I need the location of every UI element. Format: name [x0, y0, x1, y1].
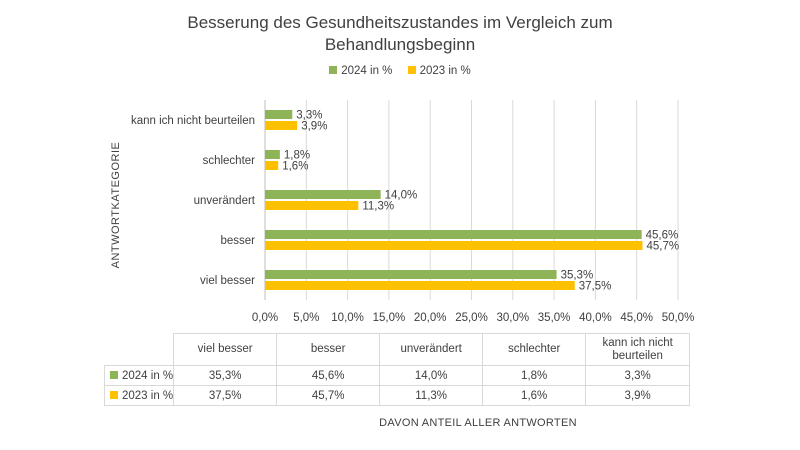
- data-label: 3,9%: [301, 121, 327, 133]
- category-label: viel besser: [200, 275, 255, 287]
- data-label: 35,3%: [561, 270, 594, 282]
- bar-2024: [265, 270, 557, 279]
- bar-2023: [265, 241, 643, 250]
- bar-2024: [265, 190, 381, 199]
- table-series-name: 2024 in %: [122, 369, 174, 382]
- x-tick-label: 40,0%: [579, 312, 612, 324]
- table-cell: 14,0%: [379, 365, 484, 386]
- data-label: 37,5%: [579, 281, 612, 293]
- legend-item-2024: 2024 in %: [329, 65, 392, 77]
- data-table: viel besser besser unverändert schlechte…: [103, 333, 691, 406]
- chart-title-line-2: Behandlungsbeginn: [324, 35, 476, 54]
- table-header-text: viel besser: [197, 343, 253, 355]
- bar-chart: 0,0% 5,0% 10,0% 15,0% 20,0% 25,0% 30,0% 35,0% 40…: [131, 100, 695, 324]
- table-header-cell: kann ich nicht beurteilen: [585, 333, 691, 366]
- x-tick-label: 45,0%: [620, 312, 653, 324]
- table-series-label-2024: 2024 in %: [103, 365, 175, 386]
- table-header-text: schlechter: [507, 343, 561, 355]
- table-header-row: viel besser besser unverändert schlechte…: [104, 333, 691, 366]
- data-label: 1,8%: [284, 150, 310, 162]
- bar-2023: [265, 161, 279, 170]
- table-cell: 37,5%: [173, 385, 278, 406]
- table-series-name: 2023 in %: [122, 389, 174, 402]
- x-tick-label: 35,0%: [538, 312, 571, 324]
- table-row-2024: 2024 in % 35,3% 45,6% 14,0% 1,8% 3,3%: [103, 365, 691, 386]
- chart-title-line-1: Besserung des Gesundheitszustandes im Ve…: [187, 13, 613, 32]
- x-tick-label: 10,0%: [331, 312, 364, 324]
- legend-swatch-2024: [329, 66, 338, 74]
- table-header-cell: unverändert: [379, 333, 484, 366]
- x-tick-label: 30,0%: [496, 312, 529, 324]
- table-cell: 45,6%: [276, 365, 381, 386]
- bar-2023: [265, 281, 575, 290]
- category-label: unverändert: [194, 195, 256, 207]
- data-label: 45,6%: [646, 230, 679, 242]
- legend-label-2023: 2023 in %: [419, 65, 471, 77]
- legend-item-2023: 2023 in %: [407, 65, 471, 77]
- category-label: kann ich nicht beurteilen: [131, 115, 255, 127]
- x-tick-label: 15,0%: [373, 312, 406, 324]
- legend: 2024 in % 2023 in %: [0, 65, 800, 77]
- table-header-text: besser: [310, 343, 346, 355]
- table-header-cell: viel besser: [173, 333, 278, 366]
- table-cell: 11,3%: [379, 385, 484, 406]
- table-swatch-2023: [110, 390, 118, 399]
- data-label: 11,3%: [362, 201, 394, 213]
- category-label: besser: [220, 235, 255, 247]
- table-cell: 3,3%: [585, 365, 691, 386]
- bar-2024: [265, 150, 280, 159]
- bar-2023: [265, 121, 298, 130]
- legend-swatch-2023: [407, 66, 416, 74]
- table-cell: 3,9%: [585, 385, 691, 406]
- category-label: schlechter: [203, 155, 256, 167]
- table-cell: 35,3%: [173, 365, 278, 386]
- data-label: 3,3%: [296, 110, 322, 122]
- table-header-text: kann ich nicht: [602, 336, 673, 349]
- chart-title: Besserung des Gesundheitszustandes im Ve…: [0, 12, 800, 56]
- data-label: 45,7%: [646, 241, 679, 253]
- x-tick-label: 50,0%: [662, 312, 695, 324]
- bar-2023: [265, 201, 359, 210]
- bar-2024: [265, 230, 642, 239]
- x-tick-label: 5,0%: [293, 312, 319, 324]
- table-header-cell: schlechter: [482, 333, 587, 366]
- legend-label-2024: 2024 in %: [341, 65, 393, 77]
- table-header-cell: besser: [276, 333, 381, 366]
- table-swatch-2024: [110, 370, 118, 379]
- x-axis-label: DAVON ANTEIL ALLER ANTWORTEN: [379, 417, 577, 429]
- table-cell: 45,7%: [276, 385, 381, 406]
- table-cell: 1,6%: [482, 385, 587, 406]
- data-label: 14,0%: [385, 190, 418, 202]
- table-header-text: beurteilen: [612, 349, 663, 362]
- table-header-text: unverändert: [400, 343, 462, 355]
- x-tick-label: 0,0%: [252, 312, 278, 324]
- table-cell: 1,8%: [482, 365, 587, 386]
- x-tick-label: 25,0%: [455, 312, 488, 324]
- table-row-2023: 2023 in % 37,5% 45,7% 11,3% 1,6% 3,9%: [103, 385, 691, 406]
- bar-2024: [265, 110, 293, 119]
- data-label: 1,6%: [282, 161, 308, 173]
- x-tick-label: 20,0%: [414, 312, 447, 324]
- table-series-label-2023: 2023 in %: [103, 385, 175, 406]
- table-corner-cell: [104, 333, 175, 366]
